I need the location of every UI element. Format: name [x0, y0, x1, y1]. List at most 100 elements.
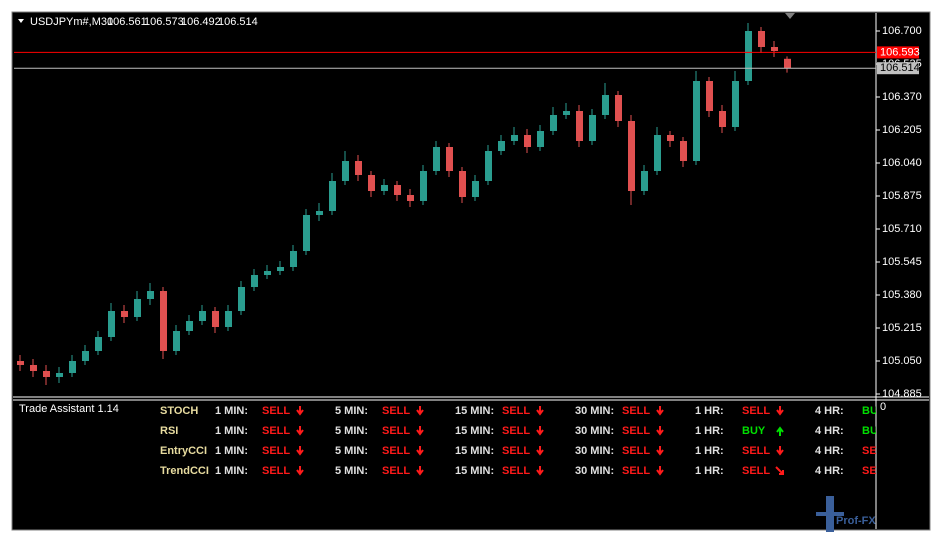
signal: SELL — [502, 445, 530, 457]
signal-arrow — [536, 406, 544, 416]
timeframe-label: 5 MIN: — [335, 425, 368, 437]
candle-body — [563, 111, 570, 115]
candle-body — [407, 195, 414, 201]
signal-arrow — [656, 446, 664, 456]
candle-body — [667, 135, 674, 141]
timeframe-label: 4 HR: — [815, 405, 844, 417]
candle-body — [368, 175, 375, 191]
candle-body — [121, 311, 128, 317]
signal-table: STOCH 1 MIN: SELL 5 MIN: SELL 15 MIN: SELL 30 M… — [160, 405, 886, 477]
candle-body — [134, 299, 141, 317]
signal-arrow — [536, 446, 544, 456]
ohlc-value: 106.514 — [218, 16, 258, 28]
y-tick-label: 106.040 — [882, 157, 922, 169]
candle-body — [43, 371, 50, 377]
candle-body — [654, 135, 661, 171]
candle-body — [186, 321, 193, 331]
signal: SELL — [742, 405, 770, 417]
indicator-title: Trade Assistant 1.14 — [19, 403, 119, 415]
candle-body — [511, 135, 518, 141]
indicator-axis-label: 0 — [880, 401, 886, 413]
candle-body — [264, 271, 271, 275]
timeframe-label: 1 MIN: — [215, 425, 248, 437]
candle-body — [719, 111, 726, 127]
candle-body — [550, 115, 557, 131]
signal-arrow — [656, 406, 664, 416]
candle-body — [277, 267, 284, 271]
logo-bar — [816, 512, 844, 516]
candle-body — [394, 185, 401, 195]
signal: BUY — [742, 425, 766, 437]
candle-body — [589, 115, 596, 141]
timeframe-label: 15 MIN: — [455, 465, 494, 477]
timeframe-label: 1 HR: — [695, 425, 724, 437]
price-label-box — [877, 46, 919, 59]
candle-body — [693, 81, 700, 161]
candle-body — [732, 81, 739, 127]
signal: BUY — [862, 425, 886, 437]
candle-body — [602, 95, 609, 115]
candle-body — [498, 141, 505, 151]
y-tick-label: 105.875 — [882, 190, 922, 202]
candle-body — [706, 81, 713, 111]
watermark: Prof-FX — [836, 515, 876, 527]
candle-body — [745, 31, 752, 81]
candle-body — [420, 171, 427, 201]
candle-body — [69, 361, 76, 373]
candle-body — [459, 171, 466, 197]
candle-body — [30, 365, 37, 371]
candles — [17, 23, 791, 385]
timeframe-label: 4 HR: — [815, 425, 844, 437]
signal-arrow — [416, 406, 424, 416]
signal: SELL — [262, 405, 290, 417]
y-tick-label: 106.700 — [882, 25, 922, 37]
y-tick-label: 104.885 — [882, 388, 922, 400]
candle-body — [641, 171, 648, 191]
timeframe-label: 5 MIN: — [335, 465, 368, 477]
signal-arrow — [296, 426, 304, 436]
signal: SELL — [502, 405, 530, 417]
candle-body — [472, 181, 479, 197]
candle-body — [680, 141, 687, 161]
signal: SELL — [622, 425, 650, 437]
signal-arrow — [536, 466, 544, 476]
timeframe-label: 5 MIN: — [335, 445, 368, 457]
signal: SELL — [622, 465, 650, 477]
timeframe-label: 4 HR: — [815, 465, 844, 477]
signal-arrow — [656, 466, 664, 476]
signal-arrow — [536, 426, 544, 436]
ohlc-value: 106.561 — [107, 16, 147, 28]
signal: SELL — [382, 465, 410, 477]
ohlc-value: 106.573 — [144, 16, 184, 28]
candle-body — [628, 121, 635, 191]
candle-body — [303, 215, 310, 251]
candle-body — [355, 161, 362, 175]
symbol: USDJPYm#,M30 — [30, 16, 113, 28]
candle-body — [576, 111, 583, 141]
signal-arrow — [416, 446, 424, 456]
candle-body — [147, 291, 154, 299]
timeframe-label: 5 MIN: — [335, 405, 368, 417]
candle-body — [173, 331, 180, 351]
signal: SELL — [262, 425, 290, 437]
timeframe-label: 1 MIN: — [215, 405, 248, 417]
candle-body — [446, 147, 453, 171]
candle-body — [82, 351, 89, 361]
candle-body — [771, 47, 778, 51]
candle-body — [537, 131, 544, 147]
price-label: 106.514 — [880, 62, 920, 74]
signal: SELL — [742, 445, 770, 457]
timeframe-label: 30 MIN: — [575, 465, 614, 477]
signal: SELL — [262, 445, 290, 457]
timeframe-label: 15 MIN: — [455, 405, 494, 417]
signal: SELL — [622, 405, 650, 417]
y-tick-label: 105.545 — [882, 256, 922, 268]
symbol-menu-arrow[interactable] — [18, 19, 24, 23]
candle-body — [485, 151, 492, 181]
candle-body — [316, 211, 323, 215]
signal: SELL — [502, 465, 530, 477]
row-label: STOCH — [160, 405, 198, 417]
candle-body — [758, 31, 765, 47]
watermark-logo: Prof-FX — [816, 496, 876, 532]
